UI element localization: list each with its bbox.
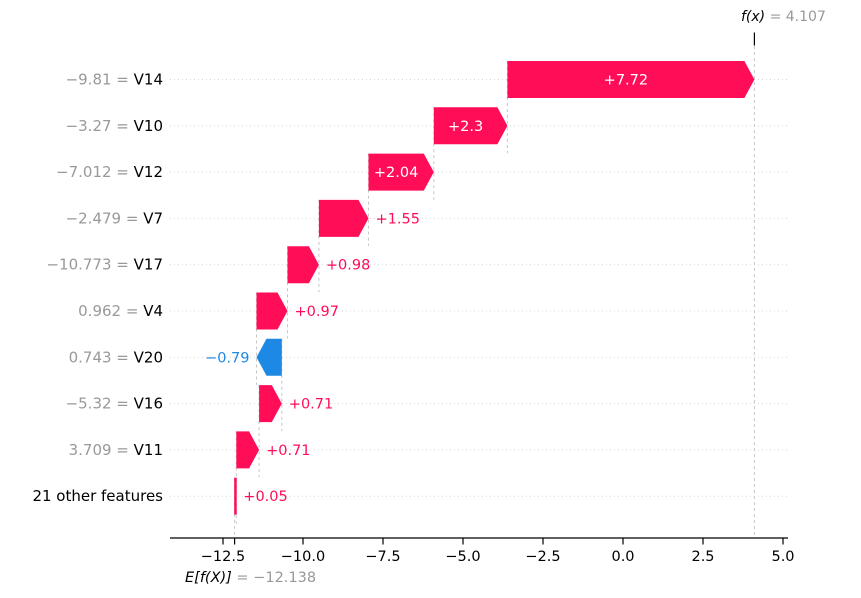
feature-label: 21 other features	[32, 487, 163, 505]
feature-labels-layer: −9.81 = V14 −3.27 = V10 −7.012 = V12 −2.479…	[32, 71, 163, 506]
shap-bar	[507, 61, 755, 98]
feature-name: V12	[134, 163, 163, 181]
feature-label: 0.962 = V4	[78, 302, 163, 320]
feature-value: 3.709 =	[69, 441, 134, 459]
shap-bar	[368, 153, 434, 191]
bar-value-label: −0.79	[205, 350, 249, 366]
feature-value: −9.81 =	[66, 71, 134, 89]
x-axis-layer: −12.5 −10.0 −7.5 −5.0 −2.5 0.0 2.5 5.0	[170, 537, 795, 565]
feature-label: 0.743 = V20	[69, 348, 163, 366]
feature-value: −7.012 =	[56, 163, 134, 181]
shap-bar	[234, 477, 237, 515]
fx-symbol: f(x)	[741, 9, 766, 25]
fx-annotation: f(x) = 4.107	[741, 9, 826, 25]
feature-label: −2.479 = V7	[66, 209, 163, 227]
feature-label: −3.27 = V10	[66, 117, 163, 135]
expected-value-number: = −12.138	[231, 570, 317, 586]
bar-value-label: +0.71	[266, 443, 310, 459]
feature-label: 3.709 = V11	[69, 441, 163, 459]
feature-name: V7	[143, 209, 163, 227]
feature-value: −10.773 =	[46, 256, 133, 274]
feature-label: −9.81 = V14	[66, 71, 163, 89]
shap-bar	[287, 246, 319, 284]
x-tick-label: −10.0	[281, 549, 325, 565]
feature-value: 0.962 =	[78, 302, 143, 320]
feature-name: V17	[134, 256, 163, 274]
shap-bar	[318, 199, 369, 237]
shap-bar	[259, 385, 282, 423]
bar-value-label: +0.98	[326, 258, 370, 274]
feature-label: −10.773 = V17	[46, 256, 163, 274]
feature-name: V10	[134, 117, 163, 135]
bar-value-label: +7.72	[604, 73, 648, 89]
shap-bar	[256, 292, 288, 330]
shap-bar	[256, 338, 282, 376]
x-tick-label: −12.5	[201, 549, 245, 565]
x-tick-label: 2.5	[691, 549, 714, 565]
feature-name: V4	[143, 302, 163, 320]
x-tick-label: 0.0	[611, 549, 634, 565]
bar-value-label: +0.05	[243, 489, 287, 505]
feature-name: V11	[134, 441, 163, 459]
feature-label: −5.32 = V16	[66, 395, 163, 413]
x-tick-label: −2.5	[525, 549, 560, 565]
bar-value-label: +1.55	[376, 211, 420, 227]
feature-name: V16	[134, 395, 163, 413]
expected-value-symbol: E[f(X)]	[185, 570, 232, 586]
feature-name: V14	[134, 71, 163, 89]
feature-value: −3.27 =	[66, 117, 134, 135]
fx-value: = 4.107	[765, 9, 826, 25]
bar-value-label: +2.04	[374, 165, 418, 181]
feature-label: −7.012 = V12	[56, 163, 163, 181]
feature-name: 21 other features	[32, 487, 163, 505]
feature-name: V20	[134, 348, 163, 366]
x-tick-label: −5.0	[445, 549, 480, 565]
shap-bar	[433, 107, 508, 145]
shap-bar	[236, 431, 260, 469]
expected-value-annotation: E[f(X)] = −12.138	[185, 570, 316, 586]
bar-value-labels-layer: +7.72 +2.3 +2.04 +1.55 +0.98 +0.97 −0.79 +0.71 +…	[205, 73, 648, 506]
bar-value-label: +2.3	[448, 119, 483, 135]
bar-value-label: +0.97	[295, 304, 339, 320]
x-tick-label: −7.5	[365, 549, 400, 565]
bars-layer	[234, 61, 755, 515]
feature-value: −2.479 =	[66, 209, 144, 227]
x-tick-label: 5.0	[771, 549, 794, 565]
bar-value-label: +0.71	[289, 397, 333, 413]
feature-value: 0.743 =	[69, 348, 134, 366]
feature-value: −5.32 =	[66, 395, 134, 413]
